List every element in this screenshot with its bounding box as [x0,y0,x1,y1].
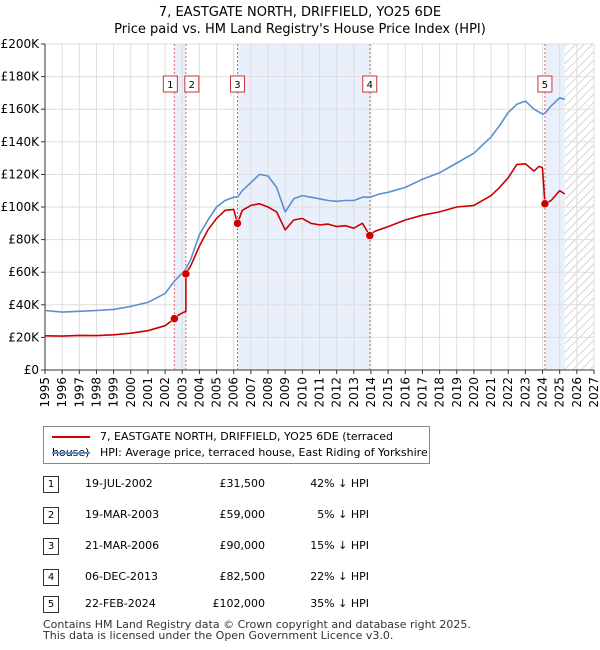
transaction-date: 21-MAR-2006 [85,539,160,552]
transaction-date: 22-FEB-2024 [85,597,156,610]
x-tick-label: 2002 [158,377,172,408]
transaction-hpi-relation: 22% ↓ HPI [310,570,369,583]
y-tick-label: £180K [1,70,41,84]
x-tick-label: 2010 [295,377,309,408]
x-tick-label: 2003 [175,377,189,408]
legend-item-hpi: HPI: Average price, terraced house, East… [52,445,428,461]
table-row: 4 06-DEC-2013 £82,500 22% ↓ HPI [43,569,383,586]
transaction-box-label: 2 [189,80,195,91]
transaction-marker-3 [233,219,242,228]
table-row: 2 19-MAR-2003 £59,000 5% ↓ HPI [43,507,383,524]
transaction-price: £90,000 [219,539,266,552]
y-tick-label: £100K [1,200,41,214]
legend-swatch-hpi [52,452,90,454]
footer-licence: This data is licensed under the Open Gov… [43,629,394,642]
legend-swatch-property [52,436,90,438]
x-tick-label: 2023 [518,377,532,408]
transaction-hpi-relation: 5% ↓ HPI [317,508,369,521]
x-tick-label: 2019 [450,377,464,408]
y-tick-label: £20K [8,330,40,344]
transaction-box-label: 1 [167,80,173,91]
transaction-box-2 [184,75,200,93]
table-row: 3 21-MAR-2006 £90,000 15% ↓ HPI [43,538,383,555]
x-tick-label: 2012 [330,377,344,408]
chart-subtitle: Price paid vs. HM Land Registry's House … [114,22,486,37]
x-tick-label: 2009 [278,377,292,408]
table-row: 1 19-JUL-2002 £31,500 42% ↓ HPI [43,476,383,493]
transaction-box-1 [162,75,178,93]
x-tick-label: 2022 [501,377,515,408]
transaction-date: 06-DEC-2013 [85,570,159,583]
price-chart: £0 £20K £40K £60K £80K £100K £120K £140K £160K £1… [1,37,600,408]
transaction-marker-5 [540,199,550,208]
transaction-box-4 [362,75,378,93]
transaction-marker-2 [181,269,191,279]
y-tick-label: £80K [8,233,40,247]
x-tick-label: 2025 [553,377,567,408]
y-tick-label: £200K [1,37,41,51]
x-tick-label: 1997 [72,377,86,408]
y-tick-label: £140K [1,135,41,149]
transaction-price: £102,000 [212,597,266,610]
x-tick-label: 1998 [89,377,103,408]
x-tick-label: 2011 [313,377,327,408]
y-tick-label: £120K [1,167,41,181]
x-tick-label: 2004 [192,377,206,408]
transaction-number: 4 [43,569,59,586]
transaction-number: 1 [43,476,59,493]
x-tick-label: 2006 [227,377,241,408]
x-tick-label: 2015 [381,377,395,408]
x-tick-label: 2016 [398,377,412,408]
x-tick-label: 2000 [124,377,138,408]
transaction-box-label: 3 [234,80,240,91]
x-tick-label: 2005 [210,377,224,408]
transaction-price: £82,500 [219,570,266,583]
chart-title-block: 7, EASTGATE NORTH, DRIFFIELD, YO25 6DE P… [0,4,600,38]
transaction-price: £31,500 [219,477,266,490]
x-tick-label: 2020 [467,377,481,408]
transaction-date: 19-MAR-2003 [85,508,160,521]
transaction-hpi-relation: 15% ↓ HPI [310,539,369,552]
transaction-marker-4 [365,231,375,240]
footer-copyright: Contains HM Land Registry data © Crown c… [43,618,471,631]
x-tick-label: 2024 [536,377,550,408]
y-tick-label: £0 [24,363,39,377]
transaction-number: 2 [43,507,59,524]
transaction-marker-1 [170,314,179,323]
transaction-box-label: 4 [367,80,373,91]
footer-attribution: Contains HM Land Registry data © Crown c… [43,619,471,641]
y-tick-label: £60K [8,265,40,279]
transaction-box-label: 5 [542,80,548,91]
legend-label-hpi: HPI: Average price, terraced house, East… [100,446,428,459]
x-tick-label: 2001 [141,377,155,408]
transaction-hpi-relation: 42% ↓ HPI [310,477,369,490]
legend-item-property: 7, EASTGATE NORTH, DRIFFIELD, YO25 6DE (… [52,429,429,459]
table-row: 5 22-FEB-2024 £102,000 35% ↓ HPI [43,596,383,613]
x-tick-label: 2017 [415,377,429,408]
x-tick-label: 2027 [587,377,600,408]
x-tick-label: 2007 [244,377,258,408]
transaction-box-3 [229,75,245,93]
x-tick-label: 2008 [261,377,275,408]
x-tick-label: 2021 [484,377,498,408]
y-tick-label: £160K [1,102,41,116]
x-tick-label: 2013 [347,377,361,408]
chart-legend: 7, EASTGATE NORTH, DRIFFIELD, YO25 6DE (… [43,426,430,464]
chart-title: 7, EASTGATE NORTH, DRIFFIELD, YO25 6DE [158,5,442,20]
transaction-number: 5 [43,596,59,613]
transaction-price: £59,000 [219,508,266,521]
x-tick-label: 2018 [433,377,447,408]
x-tick-label: 1999 [107,377,121,408]
transaction-number: 3 [43,538,59,555]
x-tick-label: 1995 [38,377,52,408]
x-tick-label: 2014 [364,377,378,408]
y-tick-label: £40K [8,298,40,312]
transaction-hpi-relation: 35% ↓ HPI [310,597,369,610]
series-line-hpi [44,97,566,313]
transaction-date: 19-JUL-2002 [85,477,153,490]
transaction-box-5 [537,75,553,93]
x-tick-label: 2026 [570,377,584,408]
x-tick-label: 1996 [55,377,69,408]
